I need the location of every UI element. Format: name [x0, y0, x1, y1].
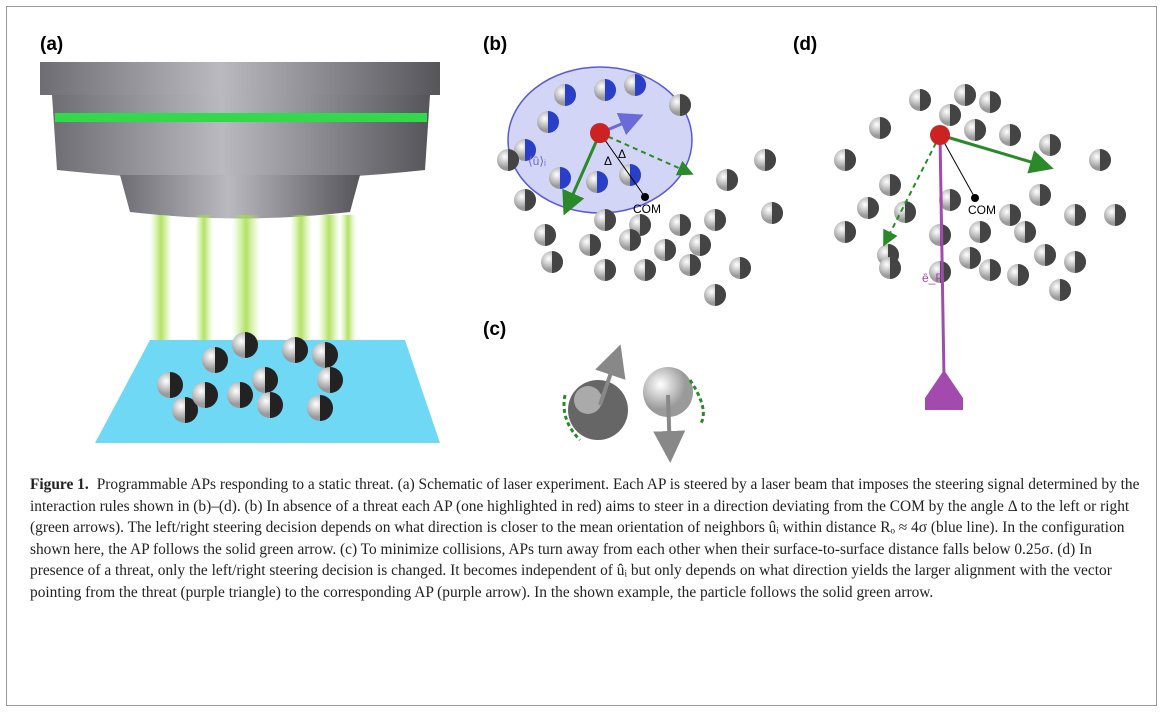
highlight-particle	[590, 123, 610, 143]
particle-cap	[1018, 264, 1029, 286]
particle-cap	[690, 254, 701, 276]
particle-cap	[680, 94, 691, 116]
particle-cap	[880, 117, 891, 139]
particle-cap	[1045, 244, 1056, 266]
particle-cap	[970, 247, 981, 269]
particle-cap	[605, 259, 616, 281]
particle-cap	[545, 224, 556, 246]
particle-cap	[845, 221, 856, 243]
caption: Figure 1.Programmable APs responding to …	[30, 474, 1140, 603]
particle-cap	[590, 234, 601, 256]
particle-cap	[1040, 184, 1051, 206]
caption-label: Figure 1.	[30, 476, 89, 493]
particle-cap	[727, 169, 738, 191]
particle-cap	[715, 284, 726, 306]
particle-cap	[740, 257, 751, 279]
threat-vector	[940, 135, 944, 378]
label: Δ	[618, 147, 626, 161]
particle-cap	[715, 209, 726, 231]
particle-cap	[890, 257, 901, 279]
particle-cap	[1025, 221, 1036, 243]
particle-cap	[868, 197, 879, 219]
com-dot	[971, 194, 979, 202]
particle-cap	[950, 189, 961, 211]
figure-art: (a) (b) (c) (d) ⟨û⟩ᵢ Δ Δ COM COM ê_P	[0, 0, 1165, 470]
com-dot	[641, 193, 649, 201]
particle-cap	[665, 239, 676, 261]
particle-cap	[905, 201, 916, 223]
particles	[834, 84, 1126, 301]
label: COM	[968, 203, 996, 217]
particle-cap	[700, 234, 711, 256]
label: Δ	[604, 154, 612, 168]
particle-cap	[1075, 204, 1086, 226]
particle-cap	[772, 202, 783, 224]
particle-cap	[845, 149, 856, 171]
particle-cap	[1050, 134, 1061, 156]
highlight-particle	[930, 125, 950, 145]
panel-label: (b)	[483, 34, 507, 55]
label: ê_P	[922, 271, 943, 285]
panel-label: (c)	[483, 319, 506, 340]
particle-cap	[990, 91, 1001, 113]
panel-label: (d)	[793, 34, 817, 55]
particle-cap	[1115, 204, 1126, 226]
particle-cap	[680, 214, 691, 236]
particle-cap	[920, 89, 931, 111]
threat-base	[925, 398, 963, 410]
particle-cap	[1060, 279, 1071, 301]
particle-cap	[645, 259, 656, 281]
particle-cap	[990, 259, 1001, 281]
particle-cap	[765, 149, 776, 171]
particle-cap	[1100, 149, 1111, 171]
page: (a) (b) (c) (d) ⟨û⟩ᵢ Δ Δ COM COM ê_P Fig…	[0, 0, 1165, 720]
steer-arrow	[940, 135, 1048, 167]
particle-cap	[552, 251, 563, 273]
collision-sketch	[564, 352, 703, 455]
microscope	[40, 62, 440, 219]
particle-cap	[1010, 124, 1021, 146]
particle-cap	[965, 84, 976, 106]
label: ⟨û⟩ᵢ	[528, 154, 546, 168]
particle-cap	[640, 214, 651, 236]
particle-cap	[525, 189, 536, 211]
panel-label: (a)	[40, 34, 63, 55]
label: COM	[633, 202, 661, 216]
particle-cap	[950, 104, 961, 126]
threat	[925, 370, 963, 398]
caption-text: Programmable APs responding to a static …	[30, 476, 1139, 601]
particle-cap	[980, 221, 991, 243]
particle-cap	[1075, 251, 1086, 273]
particle-cap	[890, 174, 901, 196]
particle-cap	[975, 119, 986, 141]
